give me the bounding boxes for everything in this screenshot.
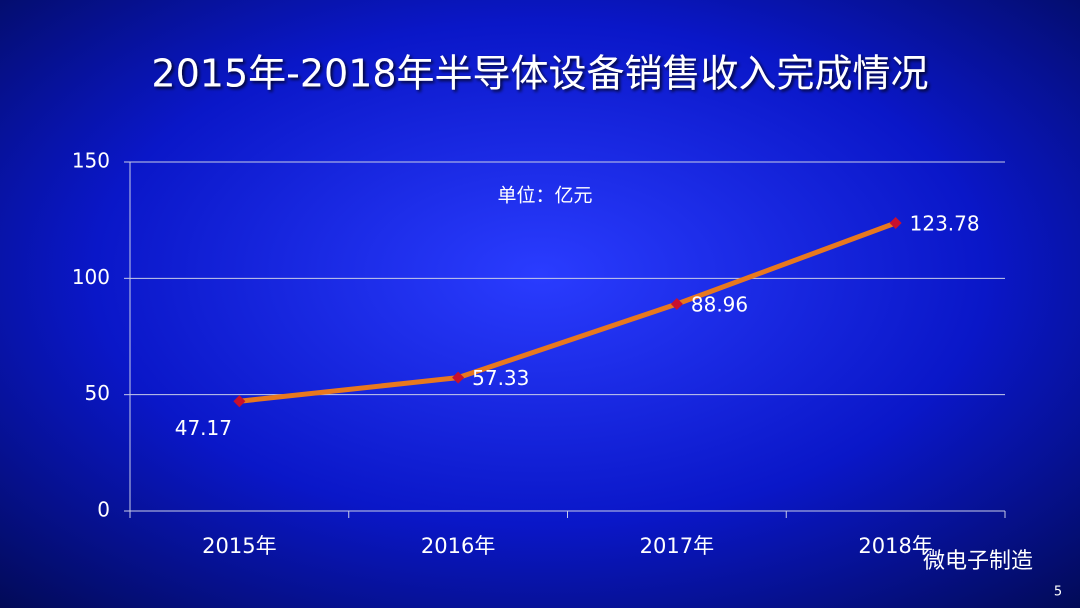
y-tick-label: 100: [72, 265, 110, 289]
y-tick-label: 0: [97, 498, 110, 522]
marker: [889, 217, 902, 230]
y-tick-label: 50: [85, 381, 110, 405]
page-number: 5: [1054, 585, 1062, 600]
data-label: 47.17: [175, 416, 232, 440]
chart-title: 2015年-2018年半导体设备销售收入完成情况: [151, 52, 928, 96]
plot: 0 50 100 150 2015年 2016年 2017年 2018年 47.17 57.33 8…: [72, 149, 1006, 558]
y-tick-label: 150: [72, 149, 110, 173]
x-tick-label: 2015年: [202, 534, 276, 558]
x-tick-label: 2016年: [421, 534, 495, 558]
data-label: 57.33: [472, 366, 529, 390]
x-tick-label: 2017年: [640, 534, 714, 558]
marker: [452, 371, 465, 384]
x-tick-label: 2018年: [858, 534, 932, 558]
marker: [670, 298, 683, 311]
data-label: 123.78: [910, 212, 980, 236]
marker: [233, 395, 246, 408]
watermark: 微电子制造: [923, 549, 1033, 574]
annotation: 单位：亿元: [497, 185, 592, 207]
line: [239, 220, 897, 404]
data-label: 88.96: [691, 293, 748, 317]
